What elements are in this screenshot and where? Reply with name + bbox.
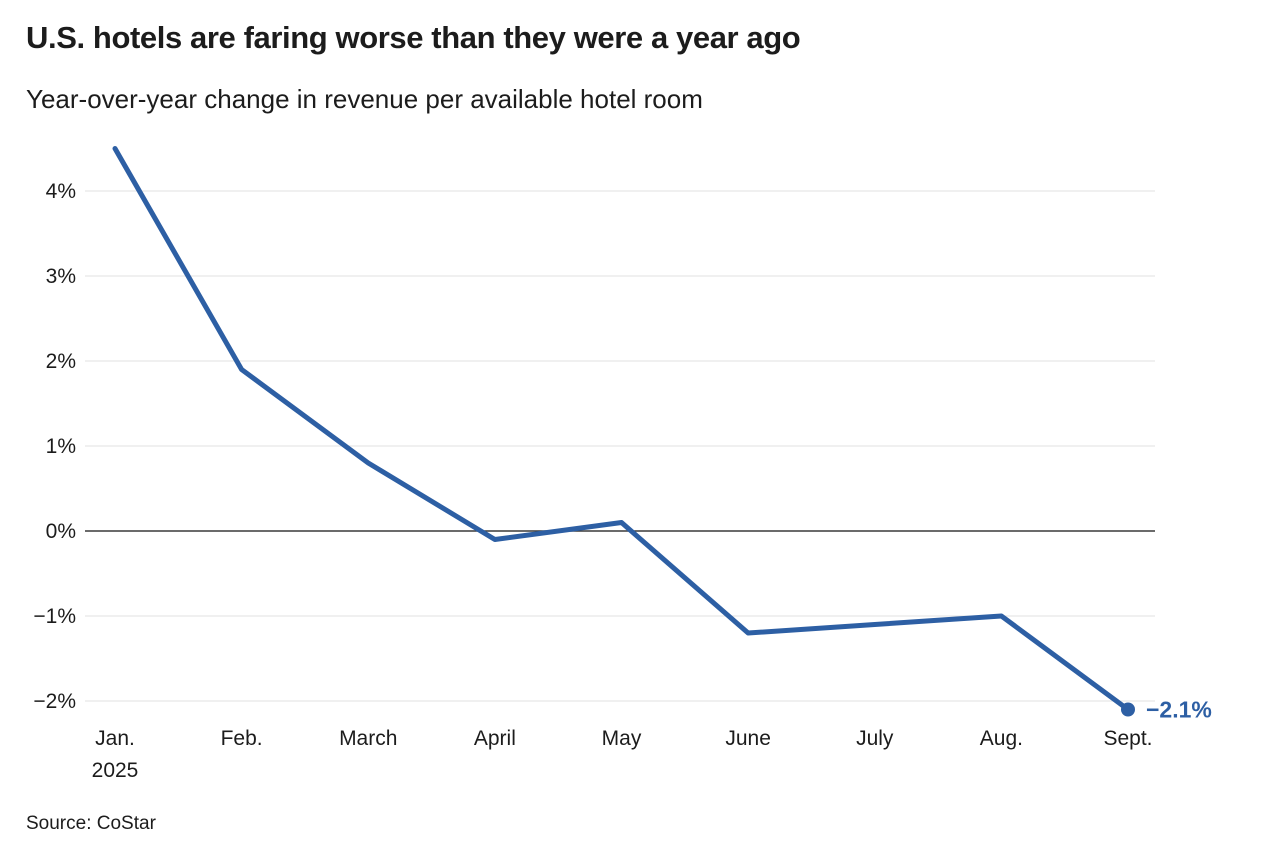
- x-tick-label: Sept.: [1103, 727, 1152, 750]
- x-tick-label: Aug.: [980, 727, 1023, 750]
- end-point-label: −2.1%: [1146, 697, 1212, 723]
- y-tick-label: 0%: [46, 520, 76, 543]
- chart-subtitle: Year-over-year change in revenue per ava…: [26, 84, 703, 114]
- source-note: Source: CoStar: [26, 813, 156, 834]
- y-tick-label: −2%: [33, 690, 76, 713]
- x-tick-label: Feb.: [221, 727, 263, 750]
- end-point-dot: [1121, 702, 1135, 717]
- y-tick-label: 2%: [46, 350, 76, 373]
- y-tick-label: 3%: [46, 265, 76, 288]
- x-tick-label: June: [725, 727, 771, 750]
- x-tick-label: Jan.: [95, 727, 135, 750]
- x-tick-label: July: [856, 727, 894, 750]
- x-tick-label: March: [339, 727, 397, 750]
- data-line: [112, 146, 1131, 712]
- y-tick-label: −1%: [33, 605, 76, 628]
- y-tick-label: 1%: [46, 435, 76, 458]
- chart-title: U.S. hotels are faring worse than they w…: [26, 20, 801, 55]
- x-tick-label: May: [602, 727, 642, 750]
- x-tick-label: April: [474, 727, 516, 750]
- y-tick-label: 4%: [46, 180, 76, 203]
- x-tick-year-label: 2025: [92, 759, 139, 782]
